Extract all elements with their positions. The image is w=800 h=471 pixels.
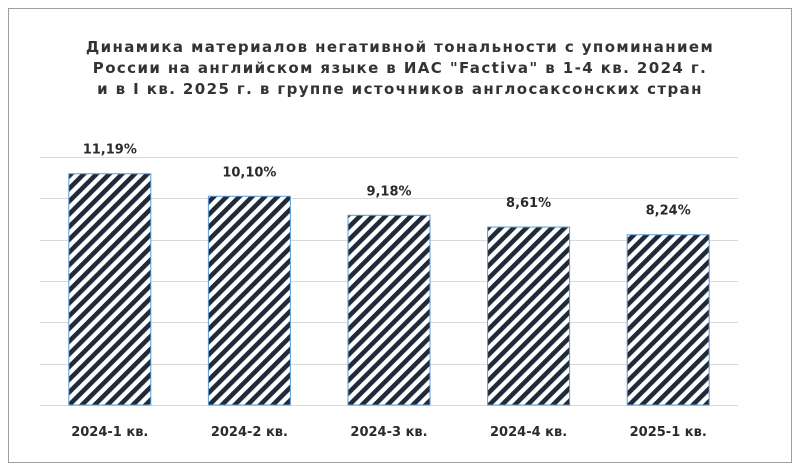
- bars: [68, 173, 710, 406]
- data-label-3: 9,18%: [366, 184, 411, 199]
- data-label-1: 11,19%: [83, 143, 137, 158]
- bar-1: [68, 173, 152, 406]
- bar-5: [626, 234, 710, 406]
- data-label-5: 8,24%: [646, 204, 691, 219]
- x-tick-label-3: 2024-3 кв.: [350, 425, 427, 440]
- x-tick-label-1: 2024-1 кв.: [71, 425, 148, 440]
- bar-3: [347, 214, 431, 406]
- bar-4: [487, 226, 571, 406]
- x-axis-tick-labels: 2024-1 кв. 2024-2 кв. 2024-3 кв. 2024-4 кв.…: [71, 425, 707, 440]
- data-label-2: 10,10%: [222, 165, 276, 180]
- x-tick-label-5: 2025-1 кв.: [630, 425, 707, 440]
- chart-title: Динамика материалов негативной тональнос…: [0, 37, 800, 100]
- x-tick-label-4: 2024-4 кв.: [490, 425, 567, 440]
- data-labels: 11,19% 10,10% 9,18% 8,61% 8,24%: [83, 143, 691, 219]
- chart-title-line-1: Динамика материалов негативной тональнос…: [85, 38, 715, 56]
- chart-title-line-3: и в I кв. 2025 г. в группе источников ан…: [97, 80, 703, 98]
- chart-title-line-2: России на английском языке в ИАС "Factiv…: [92, 59, 708, 77]
- data-label-4: 8,61%: [506, 196, 551, 211]
- x-tick-label-2: 2024-2 кв.: [211, 425, 288, 440]
- bar-2: [207, 195, 291, 406]
